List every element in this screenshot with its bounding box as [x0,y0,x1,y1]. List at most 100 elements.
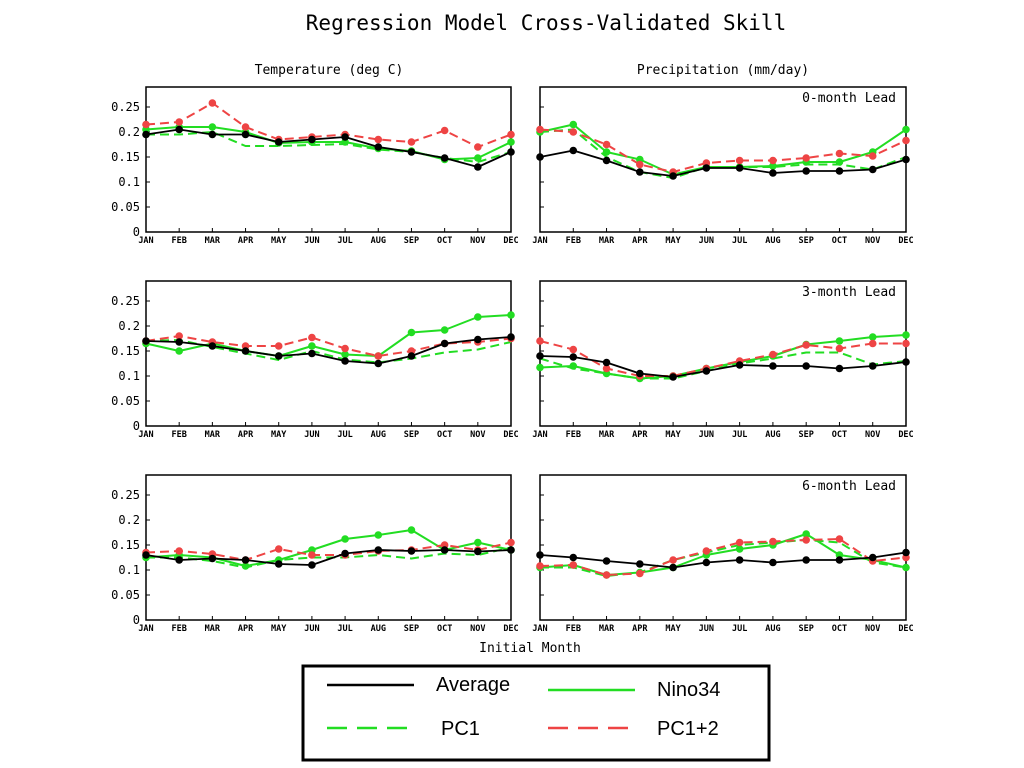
data-point-average [902,548,910,557]
data-point-nino34 [902,563,910,572]
data-point-average [407,148,416,156]
x-tick-label: NOV [470,624,485,634]
data-point-nino34 [868,333,877,341]
data-point-average [407,547,416,555]
data-point-nino34 [474,313,482,321]
plot-frame [145,86,512,233]
data-point-pc12 [241,123,250,131]
x-tick-label: JUN [304,624,319,634]
data-point-average [474,547,482,556]
data-point-average [569,146,578,155]
data-point-nino34 [802,530,810,538]
data-point-pc12 [341,344,349,353]
data-point-pc12 [274,342,283,350]
data-point-average [208,554,217,563]
data-point-nino34 [569,362,578,370]
data-point-pc12 [735,538,744,547]
x-tick-label: NOV [865,624,880,634]
y-tick-label: 0 [133,225,140,239]
y-tick-label: 0.2 [118,513,140,527]
data-point-average [636,168,644,176]
data-point-pc12 [175,547,183,555]
data-point-pc12 [274,545,283,553]
data-point-average [341,357,349,365]
x-tick-label: OCT [832,430,847,440]
y-tick-label: 0.25 [111,488,140,502]
series-line-nino34 [145,529,512,567]
x-tick-label: FEB [172,624,187,634]
x-tick-label: MAR [205,236,221,246]
series-line-pc12 [145,541,512,561]
data-point-average [636,369,644,378]
series-line-nino34 [539,533,907,576]
x-tick-label: JAN [532,624,547,634]
data-point-pc12 [208,99,217,107]
data-point-average [341,133,349,141]
y-tick-label: 0.2 [118,125,140,139]
legend: Average Nino34 PC1 PC1+2 [301,664,771,762]
data-point-pc12 [536,562,544,570]
data-point-pc12 [636,160,644,169]
data-point-average [602,156,611,165]
data-point-average [507,333,515,341]
data-point-pc12 [802,154,810,162]
data-point-average [802,167,810,175]
series-line-pc12 [539,538,907,576]
column-title-precipitation: Precipitation (mm/day) [637,63,809,78]
data-point-nino34 [341,535,349,543]
y-tick-label: 0.05 [111,200,140,214]
x-tick-label: JUN [304,430,319,440]
data-point-nino34 [569,120,578,129]
data-point-average [868,362,877,370]
x-tick-label: SEP [404,624,419,634]
data-point-nino34 [308,342,316,350]
data-point-pc12 [868,339,877,348]
x-tick-label: DEC [503,624,518,634]
data-point-average [507,148,515,156]
x-tick-label: MAR [599,236,615,246]
data-point-average [142,337,150,345]
y-tick-label: 0.1 [118,369,140,383]
x-tick-label: JAN [138,236,153,246]
data-point-pc12 [507,130,515,139]
data-point-pc12 [308,333,316,342]
chart-panel-temperature-6: JAN FEB MAR APR MAY JUN JUL AUG SEP OCT NOV DEC 0 0.0… [111,474,519,634]
y-tick-label: 0.05 [111,588,140,602]
x-tick-label: FEB [566,236,581,246]
series-line-nino34 [539,334,907,380]
chart-panel-temperature-0: JAN FEB MAR APR MAY JUN JUL AUG SEP OCT NOV DEC 0 0.0… [111,86,519,246]
chart-panels: JAN FEB MAR APR MAY JUN JUL AUG SEP OCT NOV DEC 0 0.0… [111,86,914,634]
legend-label-pc1: PC1 [441,718,480,740]
data-point-pc12 [507,538,515,547]
data-point-average [769,169,777,177]
data-point-average [142,130,150,139]
data-point-average [374,546,383,554]
x-tick-label: MAR [205,624,221,634]
legend-label-average: Average [436,674,510,696]
data-point-average [702,367,711,375]
data-point-pc12 [835,149,844,158]
plot-frame [539,474,907,621]
x-tick-label: OCT [832,624,847,634]
data-point-average [669,373,677,381]
x-tick-label: APR [632,624,648,634]
data-point-pc12 [602,140,611,149]
data-point-average [241,556,250,564]
y-tick-label: 0.1 [118,563,140,577]
x-tick-label: MAY [271,236,287,246]
legend-box [301,664,771,762]
x-tick-label: JUN [699,430,714,440]
legend-label-pc12: PC1+2 [657,718,719,740]
data-point-nino34 [902,125,910,134]
x-tick-label: DEC [898,430,913,440]
data-point-average [902,358,910,366]
data-point-average [507,546,515,554]
x-tick-label: JUL [732,624,747,634]
data-point-pc12 [569,561,578,569]
data-point-pc12 [802,341,810,349]
data-point-pc12 [702,547,711,555]
data-point-average [474,335,482,344]
x-tick-label: MAR [599,430,615,440]
x-tick-label: FEB [566,430,581,440]
